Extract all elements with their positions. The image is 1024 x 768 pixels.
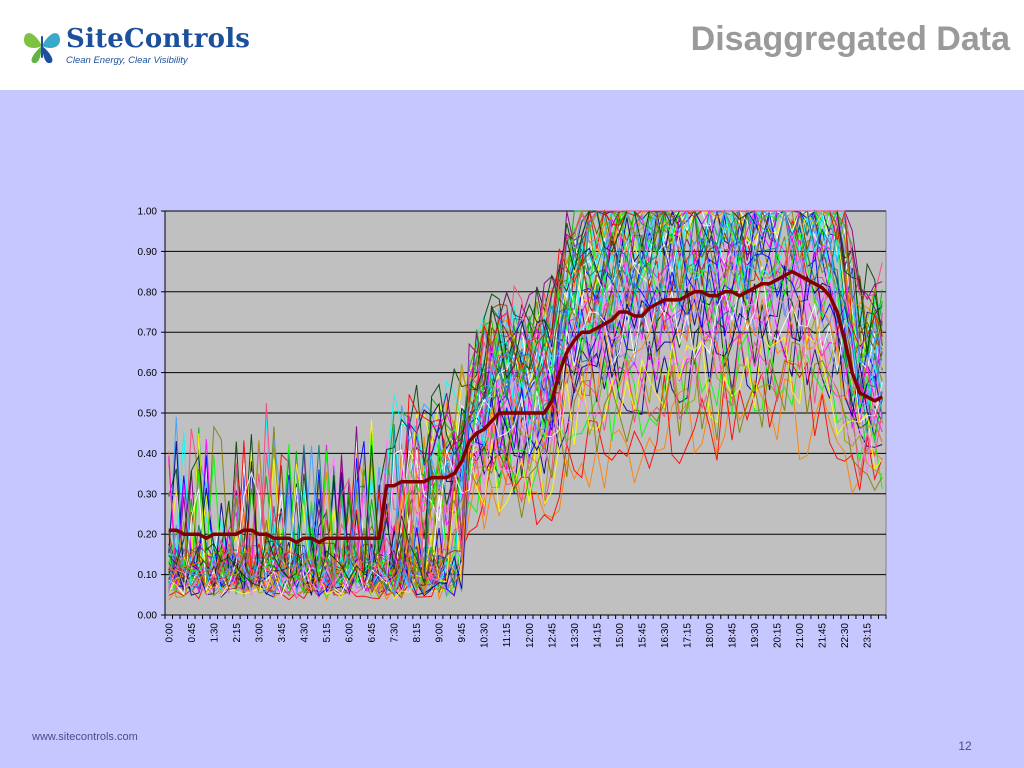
x-tick-label: 11:15 <box>502 623 513 648</box>
y-tick-label: 0.80 <box>138 287 158 298</box>
site-series-line <box>168 341 883 597</box>
x-tick-label: 22:30 <box>840 623 851 648</box>
x-tick-label: 3:45 <box>277 623 288 643</box>
x-tick-label: 0:00 <box>164 623 175 643</box>
x-tick-label: 20:15 <box>773 623 784 648</box>
x-axis: 0:00 0:45 1:30 2:15 3:00 3:45 4:30 5:15 6:00 6:45… <box>164 614 887 648</box>
y-tick-label: 0.20 <box>138 530 158 541</box>
x-tick-label: 18:45 <box>728 623 739 648</box>
y-tick-label: 1.00 <box>138 207 158 218</box>
site-series-line <box>168 290 883 598</box>
page-number: 12 <box>958 739 972 753</box>
x-tick-label: 23:15 <box>863 623 874 648</box>
x-tick-label: 18:00 <box>705 623 716 648</box>
x-tick-label: 15:45 <box>637 623 648 648</box>
y-axis: 0.00 0.10 0.20 0.30 0.40 0.50 0.60 0.70 0.80 0.90… <box>138 207 166 622</box>
x-tick-label: 7:30 <box>390 623 401 643</box>
x-tick-label: 15:00 <box>615 623 626 648</box>
x-tick-label: 6:45 <box>367 623 378 643</box>
x-tick-label: 0:45 <box>187 623 198 643</box>
x-tick-label: 12:45 <box>547 623 558 648</box>
x-tick-label: 4:30 <box>299 623 310 643</box>
x-tick-label: 10:30 <box>480 623 491 648</box>
x-tick-label: 14:15 <box>592 623 603 648</box>
y-tick-label: 0.10 <box>138 570 158 581</box>
footer-url[interactable]: www.sitecontrols.com <box>32 731 138 743</box>
x-tick-label: 13:30 <box>570 623 581 648</box>
logo-tagline: Clean Energy, Clear Visibility <box>66 55 188 66</box>
x-tick-label: 12:00 <box>525 623 536 648</box>
x-tick-label: 1:30 <box>209 623 220 643</box>
company-logo: SiteControls Clean Energy, Clear Visibil… <box>22 24 262 70</box>
butterfly-logo-icon <box>24 33 60 64</box>
page-title: Disaggregated Data <box>690 20 1010 58</box>
logo-wordmark: SiteControls <box>66 24 251 54</box>
x-tick-label: 3:00 <box>254 623 265 643</box>
site-series-line <box>168 209 883 594</box>
x-tick-label: 5:15 <box>322 623 333 643</box>
site-series-line <box>168 210 883 596</box>
x-tick-label: 19:30 <box>750 623 761 648</box>
x-tick-label: 2:15 <box>232 623 243 643</box>
y-tick-label: 0.40 <box>138 449 158 460</box>
x-tick-label: 17:15 <box>682 623 693 648</box>
x-tick-label: 21:45 <box>818 623 829 648</box>
x-tick-label: 21:00 <box>795 623 806 648</box>
y-tick-label: 0.70 <box>138 328 158 339</box>
x-tick-label: 9:00 <box>435 623 446 643</box>
slide-header: SiteControls Clean Energy, Clear Visibil… <box>0 0 1024 90</box>
y-tick-label: 0.00 <box>138 611 158 622</box>
average-series-group <box>168 269 884 545</box>
site-series-line <box>168 210 883 593</box>
y-tick-label: 0.90 <box>138 247 158 258</box>
y-tick-label: 0.60 <box>138 368 158 379</box>
line-chart: 0.00 0.10 0.20 0.30 0.40 0.50 0.60 0.70 0.80 0.90… <box>138 207 887 648</box>
x-tick-label: 8:15 <box>412 623 423 643</box>
site-series-line <box>168 210 883 591</box>
x-tick-label: 6:00 <box>345 623 356 643</box>
site-series-group <box>168 209 883 602</box>
average-series-line <box>168 269 884 545</box>
x-tick-label: 16:30 <box>660 623 671 648</box>
x-tick-label: 9:45 <box>457 623 468 643</box>
y-tick-label: 0.30 <box>138 489 158 500</box>
y-tick-label: 0.50 <box>138 409 158 420</box>
